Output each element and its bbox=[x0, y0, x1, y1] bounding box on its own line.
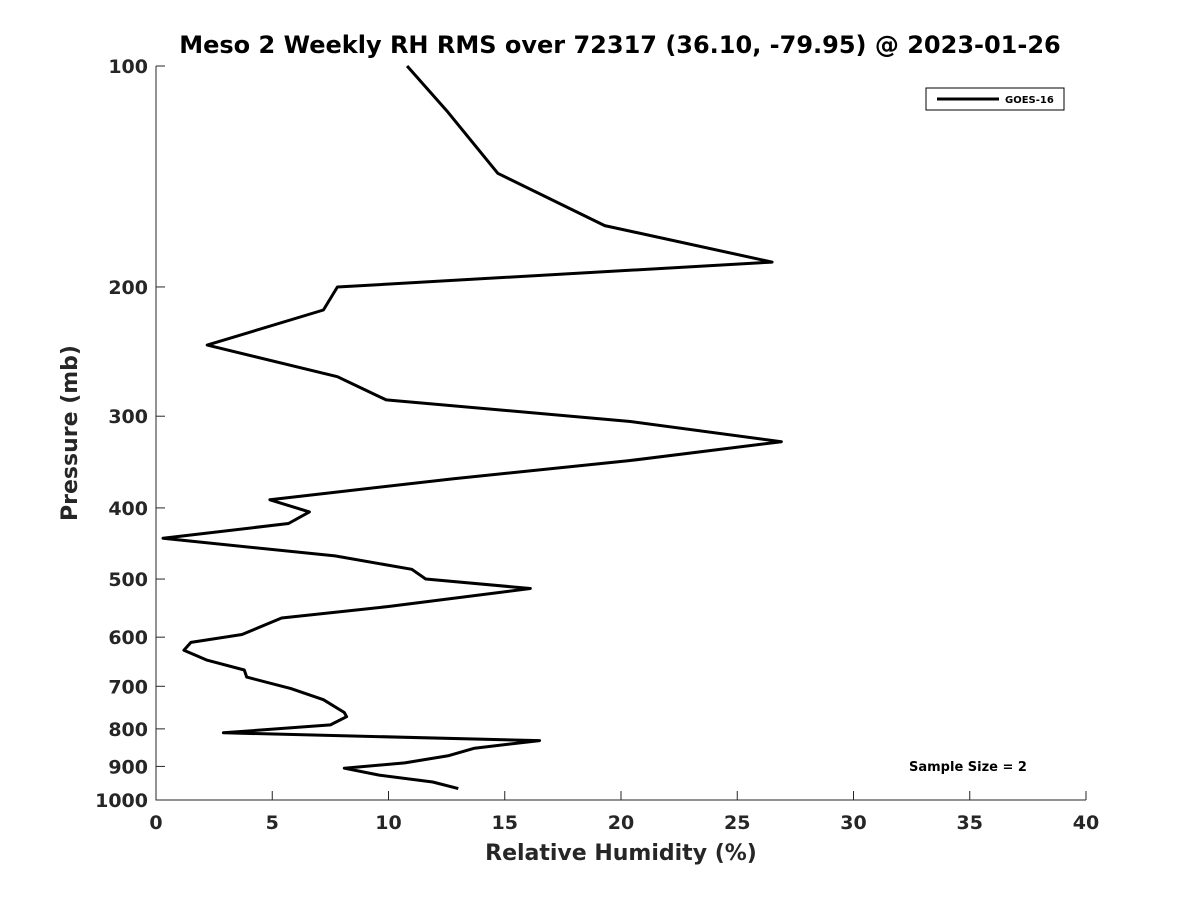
plot-area: 0 5 10 15 20 25 30 35 40 100 200 300 400 500 600 700 80… bbox=[95, 56, 1099, 834]
x-axis-ticks: 0 5 10 15 20 25 30 35 40 bbox=[149, 791, 1099, 834]
legend-label-goes-16: GOES-16 bbox=[1005, 95, 1054, 106]
x-tick-label: 25 bbox=[724, 812, 750, 834]
y-tick-label: 300 bbox=[108, 406, 148, 428]
x-tick-label: 40 bbox=[1073, 812, 1099, 834]
y-tick-label: 100 bbox=[108, 56, 148, 78]
y-tick-label: 900 bbox=[108, 756, 148, 778]
x-tick-label: 35 bbox=[957, 812, 983, 834]
y-axis-ticks: 100 200 300 400 500 600 700 800 900 1000 bbox=[95, 56, 165, 812]
x-axis-label: Relative Humidity (%) bbox=[485, 841, 757, 866]
chart-title: Meso 2 Weekly RH RMS over 72317 (36.10, … bbox=[179, 31, 1061, 59]
x-tick-label: 10 bbox=[375, 812, 401, 834]
x-tick-label: 30 bbox=[840, 812, 866, 834]
y-tick-label: 700 bbox=[108, 676, 148, 698]
series-line-goes-16 bbox=[161, 65, 783, 791]
x-tick-label: 15 bbox=[492, 812, 518, 834]
sample-size-annotation: Sample Size = 2 bbox=[909, 760, 1027, 775]
y-tick-label: 1000 bbox=[95, 790, 148, 812]
y-tick-label: 400 bbox=[108, 498, 148, 520]
legend: GOES-16 bbox=[925, 87, 1065, 111]
y-axis-label: Pressure (mb) bbox=[58, 345, 83, 521]
y-tick-label: 800 bbox=[108, 719, 148, 741]
y-tick-label: 600 bbox=[108, 627, 148, 649]
y-tick-label: 200 bbox=[108, 277, 148, 299]
y-tick-label: 500 bbox=[108, 569, 148, 591]
series-layer bbox=[161, 65, 783, 791]
x-tick-label: 20 bbox=[608, 812, 634, 834]
x-tick-label: 5 bbox=[266, 812, 279, 834]
x-tick-label: 0 bbox=[149, 812, 162, 834]
